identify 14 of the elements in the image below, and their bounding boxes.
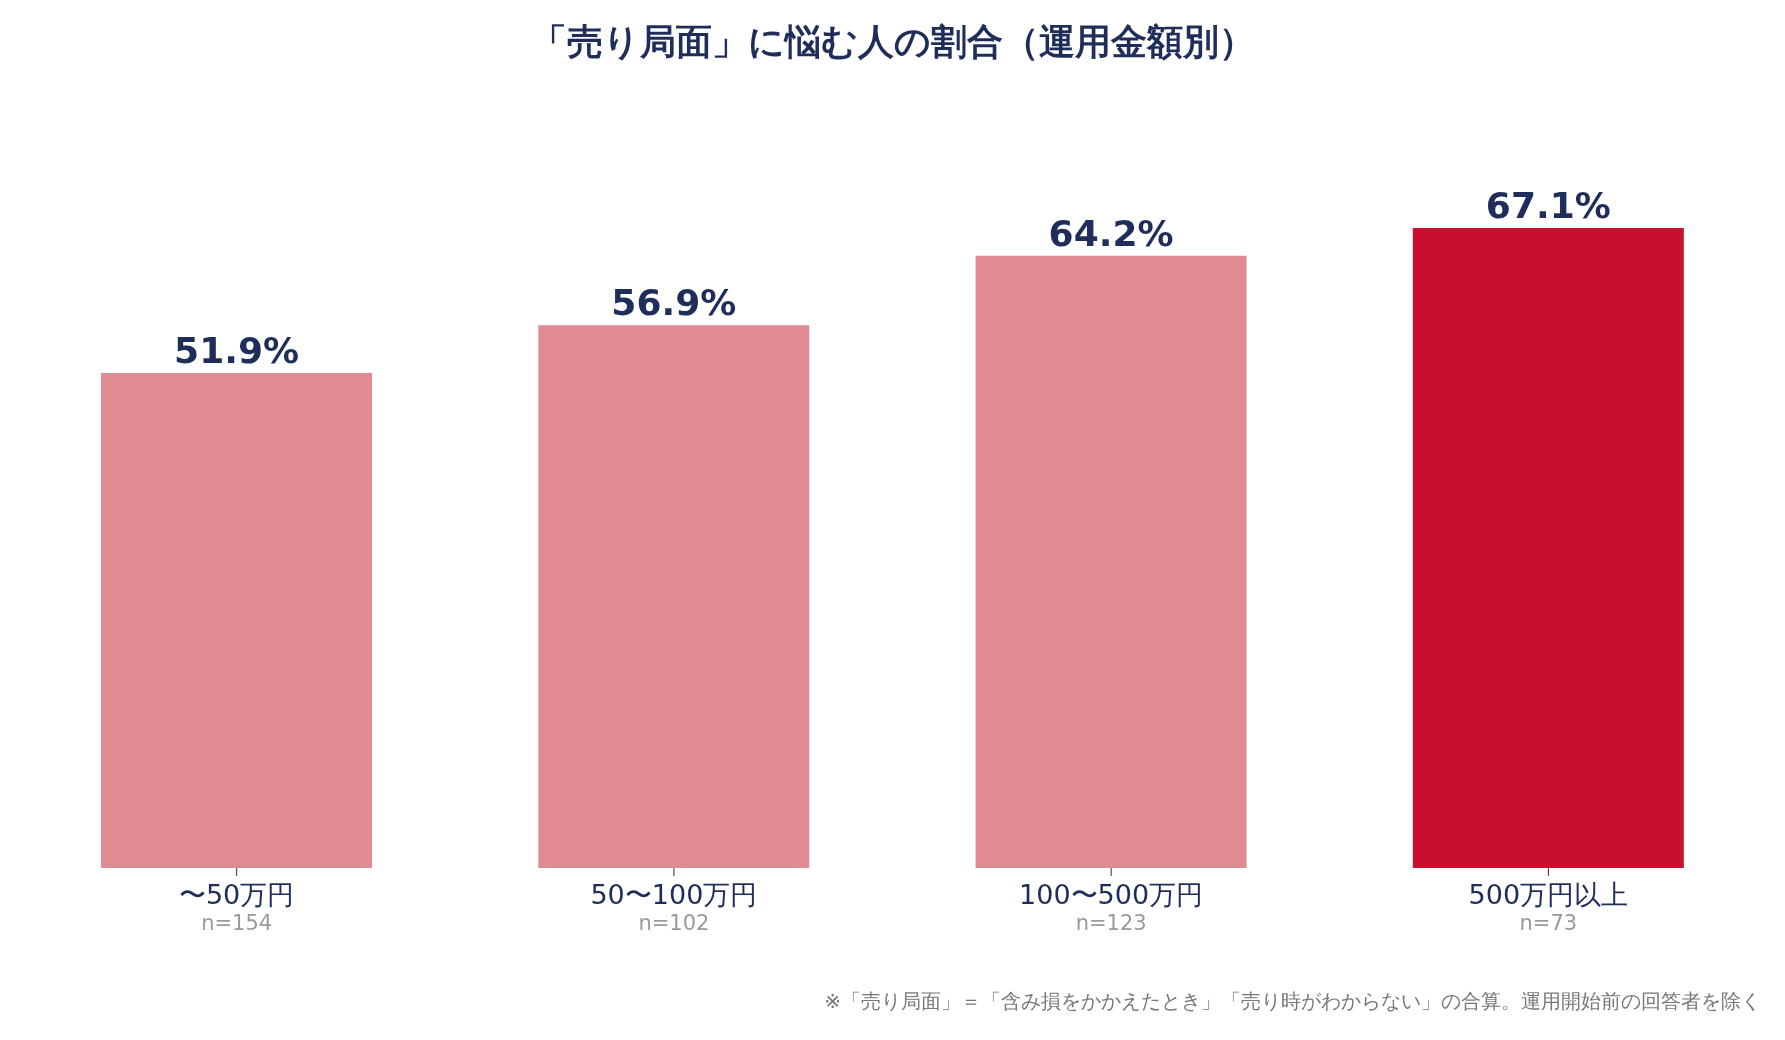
bar [975,255,1247,868]
text: ※「売り局面」＝「含み損をかかえたとき」「売り時がわからない」の合算。運用開始前の回答者を除く [823,988,1762,1015]
data-label: 64.2% [1048,212,1174,254]
data-label: 56.9% [611,282,737,324]
bar [101,372,373,868]
x-tick-label: 50〜100万円 n=102 [590,879,758,935]
bar [538,325,810,868]
bar [1412,228,1684,868]
chart-title: 「売り局面」に悩む人の割合（運用金額別） [529,20,1256,64]
x-tick-label: 500万円以上 n=73 [1468,879,1629,935]
data-label: 67.1% [1485,185,1611,226]
x-tick-label: 〜50万円 n=154 [178,879,295,935]
data-label: 51.9% [174,329,300,371]
x-tick-label: 100〜500万円 n=123 [1019,879,1204,935]
